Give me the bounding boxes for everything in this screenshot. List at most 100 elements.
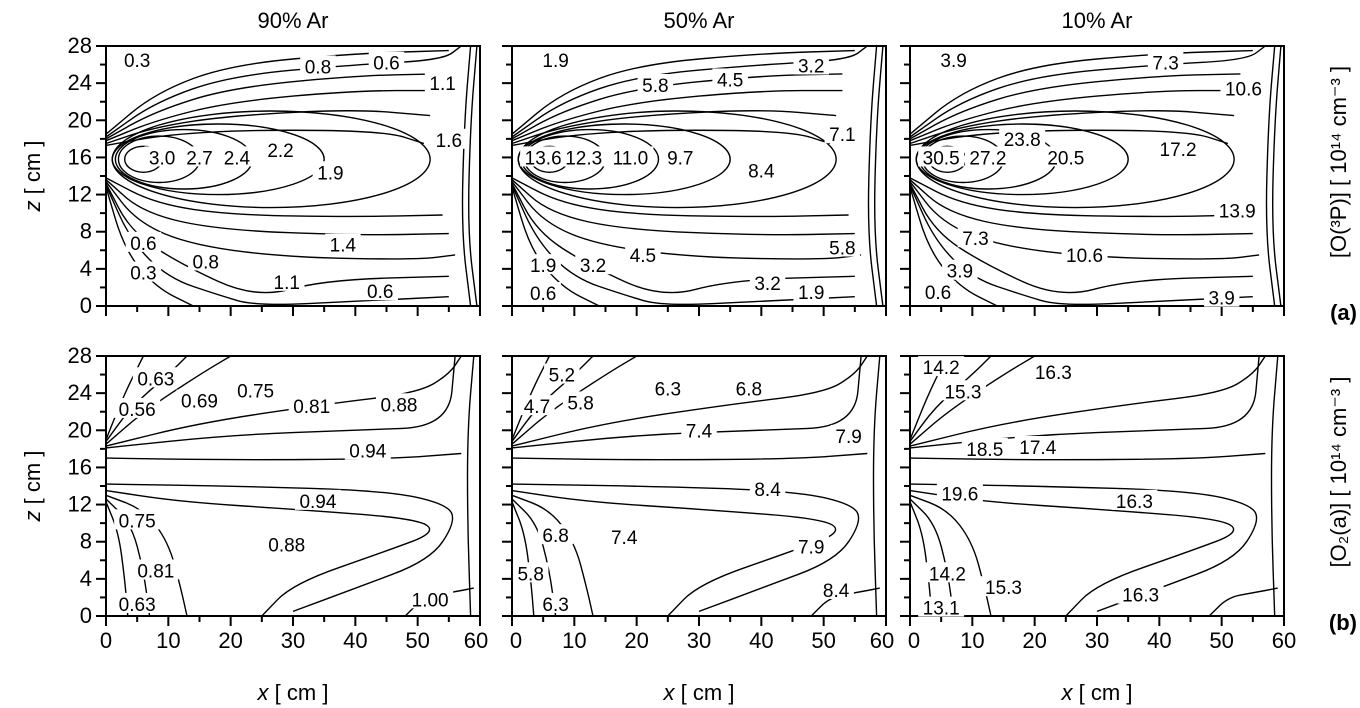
contour-label-bg: [263, 533, 310, 554]
contour-line: [468, 45, 478, 307]
contour-label-bg: [939, 380, 986, 401]
contour-label-bg: [219, 146, 255, 167]
contour-label-bg: [288, 395, 335, 416]
contour-label-bg: [1111, 489, 1158, 510]
contour-label: 17.2: [1160, 140, 1197, 161]
contour-line: [111, 110, 431, 209]
x-tick-label: 40: [749, 628, 773, 653]
x-tick-label: 0: [908, 628, 920, 653]
contour-label-bg: [824, 123, 861, 144]
contour-label: 20.5: [1047, 148, 1084, 169]
contour-label: 0.75: [119, 511, 156, 532]
x-tick-label: 0: [100, 628, 112, 653]
contour-label-bg: [606, 526, 642, 547]
contour-label: 3.0: [149, 148, 175, 169]
contour-line: [511, 110, 837, 145]
contour-label-bg: [1042, 146, 1089, 167]
contour-label: 7.3: [1152, 54, 1178, 75]
contour-line: [1270, 355, 1279, 617]
contour-label-bg: [936, 482, 983, 503]
column-title-3: 10% Ar: [1062, 8, 1133, 33]
contour-label-bg: [520, 146, 567, 167]
contour-label-bg: [999, 127, 1046, 148]
contour-label: 0.56: [119, 400, 156, 421]
contour-line: [511, 179, 855, 236]
contour-line: [909, 129, 1229, 147]
x-tick-label: 30: [687, 628, 711, 653]
contour-label-bg: [637, 74, 674, 94]
y-tick-label: 24: [68, 70, 92, 95]
contour-label: 18.5: [966, 440, 1003, 461]
contour-line: [105, 89, 437, 142]
contour-label: 16.3: [1122, 586, 1159, 607]
panel-letter: (a): [1330, 300, 1357, 325]
contour-line: [511, 489, 837, 617]
y-tick-label: 16: [68, 454, 92, 479]
contour-line: [909, 355, 1266, 447]
contour-label-bg: [132, 367, 179, 388]
contour-line: [105, 355, 462, 447]
contour-line: [466, 355, 475, 617]
contour-label: 0.81: [137, 562, 174, 583]
y-tick-label: 20: [68, 107, 92, 132]
contour-lines: [511, 355, 881, 617]
contour-line: [105, 185, 449, 306]
contour-labels: 1.9 5.8 4.5 3.2 7.1 13.6 12.3 11.0 9.7 8.4 5.8 1.9 3…: [520, 48, 861, 305]
contour-label: 0.6: [367, 282, 393, 303]
contour-line: [461, 45, 472, 307]
contour-label: 1.9: [798, 283, 824, 304]
contour-label-bg: [712, 68, 748, 89]
contour-line: [915, 110, 1235, 209]
contour-label: 0.63: [119, 595, 156, 616]
contour-line: [511, 89, 843, 142]
contour-label: 5.8: [642, 76, 668, 97]
column-title-1: 90% Ar: [258, 8, 329, 33]
contour-label: 11.0: [613, 148, 649, 169]
contour-label: 1.1: [429, 74, 455, 95]
contour-line: [909, 183, 1253, 294]
y-tick-label: 28: [68, 33, 92, 58]
contour-label-bg: [114, 509, 161, 530]
contour-label-bg: [144, 146, 180, 167]
contour-line: [105, 73, 437, 140]
contour-label: 7.9: [835, 427, 861, 448]
contour-label-bg: [964, 146, 1011, 167]
contour-label-bg: [132, 559, 179, 580]
contour-label: 0.8: [305, 57, 331, 78]
y-tick-label: 16: [68, 144, 92, 169]
y-axis-label: z [ cm ]: [20, 141, 45, 213]
contour-label: 15.3: [985, 578, 1022, 599]
contour-label: 8.4: [823, 581, 850, 602]
contour-line: [909, 177, 1247, 218]
contour-label-bg: [519, 395, 555, 416]
contour-label-bg: [743, 159, 780, 180]
contour-label: 0.8: [193, 252, 219, 273]
contour-label: 12.3: [565, 148, 602, 169]
contour-line: [511, 483, 860, 613]
contour-label: 0.6: [925, 283, 951, 304]
contour-label: 1.6: [436, 131, 462, 152]
contour-line: [909, 110, 1235, 145]
contour-label-bg: [818, 579, 854, 599]
contour-label: 7.4: [686, 421, 713, 442]
panel-frame: [511, 45, 887, 307]
contour-label-bg: [1155, 138, 1202, 159]
y-tick-label: 8: [80, 219, 92, 244]
contour-line: [909, 181, 1260, 260]
contour-line: [909, 489, 1235, 617]
x-tick-label: 10: [960, 628, 984, 653]
contour-line: [909, 89, 1241, 142]
contour-label-bg: [749, 477, 786, 498]
x-axis-label: x [ cm ]: [663, 680, 735, 705]
contour-line: [105, 181, 456, 260]
colorbar-label: [O₂(a)] [ 10¹⁴ cm⁻³ ]: [1326, 377, 1351, 568]
contour-label: 5.2: [549, 366, 575, 387]
contour-label-bg: [1061, 243, 1108, 264]
contour-line: [909, 498, 955, 617]
panel-a-3: 3.9 7.3 10.6 23.8 17.2 30.5 27.2 20.5 13.9 7.3 10.…: [900, 45, 1357, 325]
contour-line: [909, 45, 1266, 138]
contour-label: 0.3: [124, 51, 150, 72]
y-tick-label: 24: [68, 380, 92, 405]
y-tick-label: 12: [68, 492, 92, 517]
contour-label: 3.2: [754, 274, 780, 295]
